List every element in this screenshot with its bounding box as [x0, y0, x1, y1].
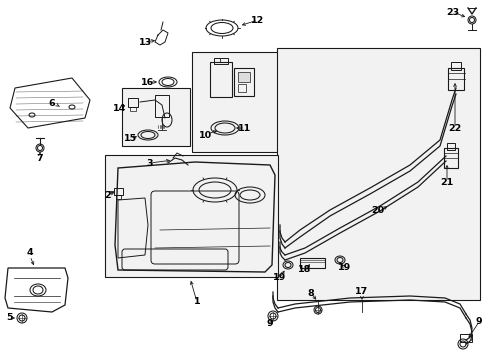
Bar: [447, 68, 463, 90]
Bar: [122, 88, 190, 146]
Bar: [192, 52, 280, 152]
Text: 21: 21: [440, 177, 453, 186]
Text: 19: 19: [273, 274, 286, 283]
Bar: [443, 148, 457, 168]
Text: 14: 14: [113, 104, 126, 113]
Text: 4: 4: [27, 248, 33, 257]
Text: 13: 13: [138, 37, 151, 46]
Text: 12: 12: [251, 15, 264, 24]
Text: 5: 5: [7, 314, 13, 323]
Text: 23: 23: [446, 8, 459, 17]
Text: 16: 16: [141, 77, 154, 86]
Bar: [446, 143, 454, 150]
Bar: [128, 98, 138, 107]
Text: 2: 2: [104, 190, 111, 199]
Bar: [114, 188, 123, 195]
Bar: [238, 84, 245, 92]
Bar: [276, 48, 479, 300]
Text: 9: 9: [475, 318, 481, 327]
Text: 9: 9: [266, 320, 273, 328]
Text: 11: 11: [238, 123, 251, 132]
Text: 6: 6: [49, 99, 55, 108]
Text: 22: 22: [447, 123, 461, 132]
Text: 1: 1: [193, 297, 200, 306]
Bar: [209, 62, 231, 97]
Bar: [155, 95, 169, 117]
Bar: [299, 258, 325, 268]
Text: 15: 15: [123, 134, 136, 143]
Bar: [105, 155, 278, 277]
Text: 17: 17: [355, 288, 368, 297]
Bar: [459, 334, 471, 342]
Bar: [214, 58, 227, 64]
Text: 18: 18: [298, 266, 311, 274]
Text: 10: 10: [198, 131, 211, 140]
Bar: [116, 195, 121, 199]
Text: 8: 8: [307, 288, 314, 297]
Text: 19: 19: [338, 264, 351, 273]
Bar: [234, 68, 253, 96]
Text: 7: 7: [37, 153, 43, 162]
Bar: [450, 62, 460, 70]
Bar: [130, 107, 136, 111]
Bar: [238, 72, 249, 82]
Text: 20: 20: [371, 206, 384, 215]
Text: 3: 3: [146, 158, 153, 167]
